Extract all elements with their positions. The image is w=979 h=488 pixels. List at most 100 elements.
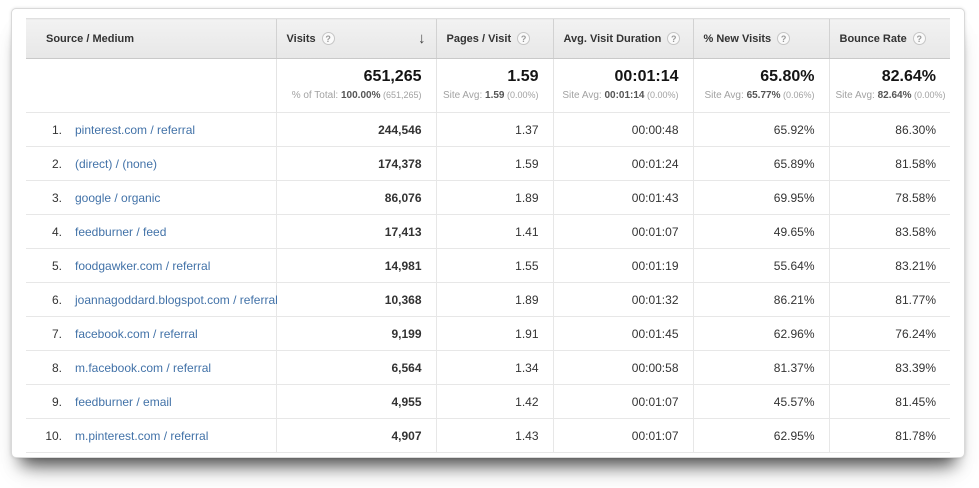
help-icon[interactable]: ? xyxy=(321,32,335,45)
pct-new-visits-cell: 49.65% xyxy=(692,214,829,249)
column-label: Source / Medium xyxy=(46,32,135,45)
summary-bounce-rate: 82.64% Site Avg: 82.64% (0.00%) xyxy=(828,58,950,113)
row-rank: 5. xyxy=(51,258,62,273)
pages-per-visit-cell: 1.89 xyxy=(435,282,553,317)
summary-pct-new-visits: 65.80% Site Avg: 65.77% (0.06%) xyxy=(692,58,829,113)
visits-cell: 244,546 xyxy=(275,112,436,147)
summary-section: 651,265 % of Total: 100.00% (651,265) 1.… xyxy=(26,58,950,113)
source-medium-link[interactable]: m.facebook.com / referral xyxy=(75,360,212,375)
summary-visits: 651,265 % of Total: 100.00% (651,265) xyxy=(275,58,436,113)
pct-new-visits-cell: 62.95% xyxy=(692,418,829,453)
total-duration-value: 00:01:14 xyxy=(614,67,679,85)
help-icon[interactable]: ? xyxy=(517,32,531,45)
avg-visit-duration-cell: 00:01:43 xyxy=(552,180,693,215)
column-header-pages-per-visit[interactable]: Pages / Visit ? xyxy=(435,18,553,59)
pages-per-visit-cell: 1.59 xyxy=(435,146,553,181)
bounce-rate-cell: 83.21% xyxy=(828,248,950,283)
table-row: 5. foodgawker.com / referral 14,981 1.55 … xyxy=(26,248,950,283)
table-row: 10. m.pinterest.com / referral 4,907 1.43… xyxy=(26,418,950,453)
column-header-bounce-rate[interactable]: Bounce Rate ? xyxy=(828,18,950,59)
site-avg-line: Site Avg: 00:01:14 (0.00%) xyxy=(562,89,679,101)
pct-new-visits-cell: 81.37% xyxy=(692,350,829,385)
avg-visit-duration-cell: 00:01:45 xyxy=(552,316,693,351)
pct-new-visits-cell: 62.96% xyxy=(692,316,829,351)
source-medium-cell: 9. feedburner / email xyxy=(26,384,276,419)
total-pages-value: 1.59 xyxy=(507,67,539,85)
avg-visit-duration-cell: 00:01:19 xyxy=(552,248,693,283)
source-medium-link[interactable]: foodgawker.com / referral xyxy=(75,258,211,273)
source-medium-cell: 5. foodgawker.com / referral xyxy=(26,248,276,283)
table-header: Source / Medium Visits ? ↓ Pages / Visit… xyxy=(26,18,950,59)
bounce-rate-cell: 83.39% xyxy=(828,350,950,385)
pages-per-visit-cell: 1.41 xyxy=(435,214,553,249)
source-medium-cell: 3. google / organic xyxy=(26,180,276,215)
row-rank: 1. xyxy=(51,122,62,137)
row-rank: 9. xyxy=(51,394,62,409)
table-row: 4. feedburner / feed 17,413 1.41 00:01:07… xyxy=(26,214,950,249)
visits-cell: 17,413 xyxy=(275,214,436,249)
table-row: 2. (direct) / (none) 174,378 1.59 00:01:2… xyxy=(26,146,950,181)
table-row: 6. joannagoddard.blogspot.com / referral … xyxy=(26,282,950,317)
pages-per-visit-cell: 1.34 xyxy=(435,350,553,385)
avg-visit-duration-cell: 00:01:07 xyxy=(552,214,693,249)
source-medium-link[interactable]: (direct) / (none) xyxy=(75,156,158,171)
bounce-rate-cell: 78.58% xyxy=(828,180,950,215)
source-medium-cell: 6. joannagoddard.blogspot.com / referral xyxy=(26,282,278,317)
source-medium-cell: 2. (direct) / (none) xyxy=(26,146,276,181)
column-header-pct-new-visits[interactable]: % New Visits ? xyxy=(692,18,829,59)
row-rank: 6. xyxy=(51,292,62,307)
source-medium-link[interactable]: feedburner / feed xyxy=(75,224,167,239)
table-row: 7. facebook.com / referral 9,199 1.91 00:… xyxy=(26,316,950,351)
sort-descending-icon[interactable]: ↓ xyxy=(418,30,426,47)
bounce-rate-cell: 81.45% xyxy=(828,384,950,419)
summary-pages-per-visit: 1.59 Site Avg: 1.59 (0.00%) xyxy=(435,58,553,113)
source-medium-table: Source / Medium Visits ? ↓ Pages / Visit… xyxy=(26,18,950,453)
avg-visit-duration-cell: 00:01:24 xyxy=(552,146,693,181)
site-avg-line: Site Avg: 1.59 (0.00%) xyxy=(442,89,539,101)
help-icon[interactable]: ? xyxy=(667,32,681,45)
pages-per-visit-cell: 1.91 xyxy=(435,316,553,351)
source-medium-link[interactable]: google / organic xyxy=(75,190,161,205)
total-new-visits-value: 65.80% xyxy=(760,67,815,85)
source-medium-link[interactable]: joannagoddard.blogspot.com / referral xyxy=(75,292,278,307)
column-header-source-medium[interactable]: Source / Medium xyxy=(26,18,276,59)
pages-per-visit-cell: 1.37 xyxy=(435,112,553,147)
pages-per-visit-cell: 1.42 xyxy=(435,384,553,419)
table-row: 1. pinterest.com / referral 244,546 1.37 … xyxy=(26,112,950,147)
help-icon[interactable]: ? xyxy=(777,32,791,45)
pct-of-total-line: % of Total: 100.00% (651,265) xyxy=(291,89,422,101)
source-medium-link[interactable]: facebook.com / referral xyxy=(75,326,198,341)
row-rank: 4. xyxy=(51,224,62,239)
help-icon[interactable]: ? xyxy=(912,32,926,45)
visits-cell: 9,199 xyxy=(275,316,436,351)
table-row: 9. feedburner / email 4,955 1.42 00:01:07… xyxy=(26,384,950,419)
visits-cell: 6,564 xyxy=(275,350,436,385)
visits-cell: 4,907 xyxy=(275,418,436,453)
bounce-rate-cell: 86.30% xyxy=(828,112,950,147)
pct-new-visits-cell: 45.57% xyxy=(692,384,829,419)
column-label: Pages / Visit xyxy=(446,32,512,45)
site-avg-line: Site Avg: 65.77% (0.06%) xyxy=(704,89,815,101)
source-medium-cell: 4. feedburner / feed xyxy=(26,214,276,249)
source-medium-link[interactable]: m.pinterest.com / referral xyxy=(75,428,209,443)
source-medium-cell: 7. facebook.com / referral xyxy=(26,316,276,351)
column-label: Visits xyxy=(286,32,316,45)
column-header-avg-visit-duration[interactable]: Avg. Visit Duration ? xyxy=(552,18,693,59)
avg-visit-duration-cell: 00:01:07 xyxy=(552,418,693,453)
pct-new-visits-cell: 69.95% xyxy=(692,180,829,215)
bounce-rate-cell: 81.58% xyxy=(828,146,950,181)
source-medium-link[interactable]: feedburner / email xyxy=(75,394,172,409)
summary-row: 651,265 % of Total: 100.00% (651,265) 1.… xyxy=(26,58,950,113)
avg-visit-duration-cell: 00:01:07 xyxy=(552,384,693,419)
summary-avg-visit-duration: 00:01:14 Site Avg: 00:01:14 (0.00%) xyxy=(552,58,693,113)
pct-new-visits-cell: 65.89% xyxy=(692,146,829,181)
source-medium-link[interactable]: pinterest.com / referral xyxy=(75,122,196,137)
pages-per-visit-cell: 1.43 xyxy=(435,418,553,453)
site-avg-line: Site Avg: 82.64% (0.00%) xyxy=(835,89,946,101)
column-header-visits[interactable]: Visits ? ↓ xyxy=(275,18,436,59)
source-medium-cell: 1. pinterest.com / referral xyxy=(26,112,276,147)
column-label: Bounce Rate xyxy=(839,32,907,45)
avg-visit-duration-cell: 00:00:58 xyxy=(552,350,693,385)
pct-new-visits-cell: 86.21% xyxy=(692,282,829,317)
summary-source-empty xyxy=(26,58,276,113)
